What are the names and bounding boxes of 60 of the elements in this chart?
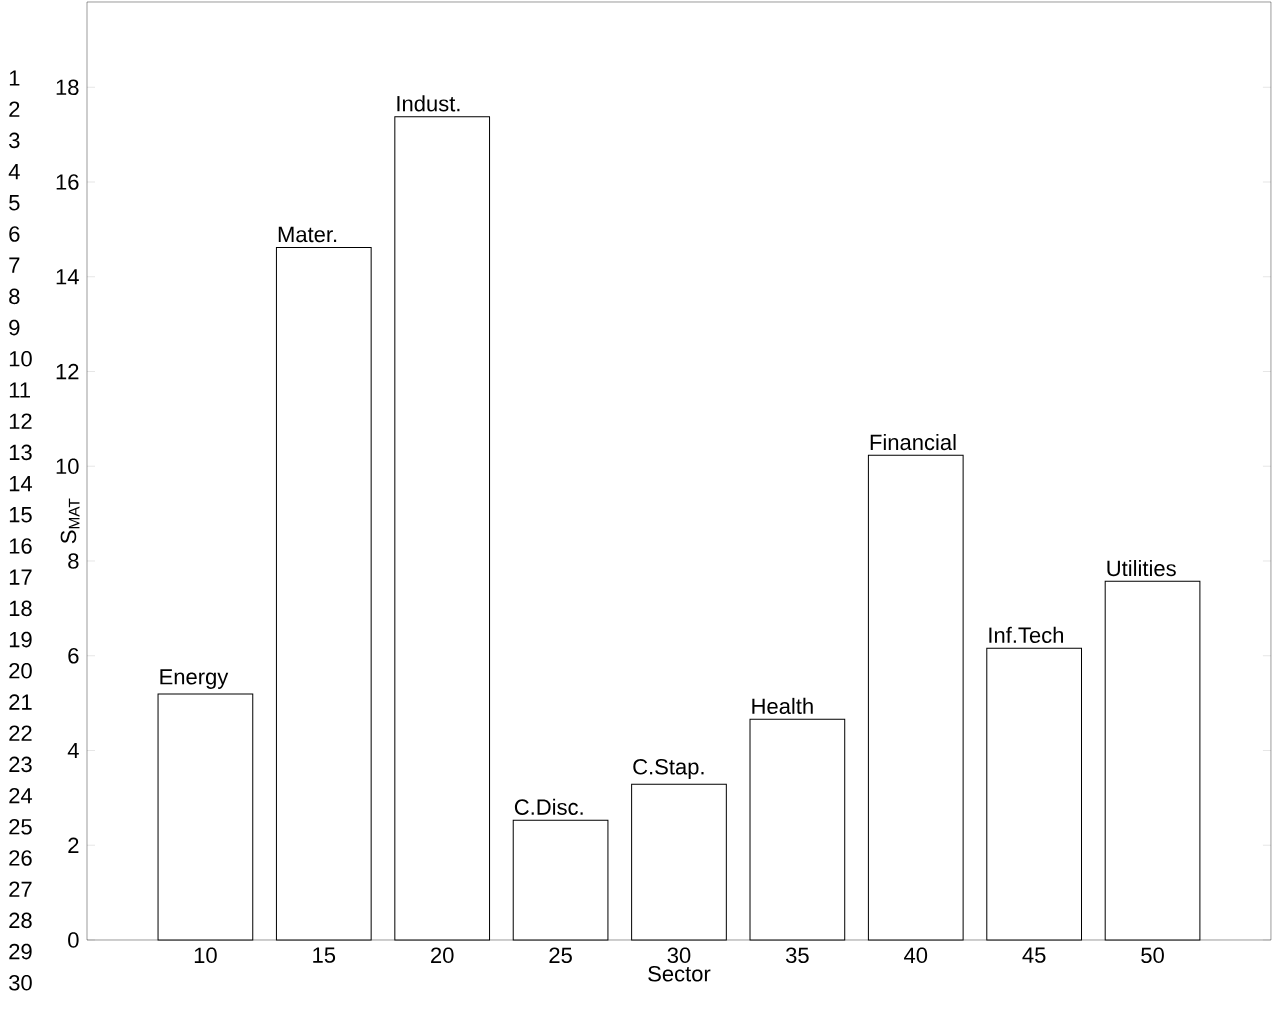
text: 13 [9, 444, 32, 461]
annotation: C.Stap. [633, 758, 704, 779]
text: 2 [9, 101, 20, 117]
y-tick-label: 8 [68, 553, 79, 569]
x-tick-label: 45 [1022, 947, 1046, 963]
text: 4 [8, 164, 20, 180]
text: 28 [9, 912, 32, 929]
x-tick-label: 50 [1141, 947, 1164, 964]
text: 9 [9, 319, 20, 336]
y-tick-label: 14 [56, 269, 79, 285]
text: 23 [9, 756, 32, 773]
text: 18 [9, 600, 32, 617]
x-tick-label: 30 [667, 947, 691, 964]
x-tick-label: 15 [313, 947, 336, 963]
annotation: Utilities [1107, 560, 1176, 577]
annotation: Financial [870, 433, 956, 451]
x-tick-label: 35 [785, 947, 809, 964]
x-tick-label: 10 [194, 947, 217, 964]
text: 14 [9, 476, 33, 492]
y-tick-label: 0 [68, 932, 79, 948]
text: 25 [9, 818, 32, 835]
text: 11 [9, 382, 30, 398]
text: 26 [9, 850, 32, 866]
text: 19 [9, 631, 32, 648]
x-axis-title: Sector [648, 965, 711, 982]
annotation: Energy [160, 669, 229, 689]
text: 21 [9, 694, 32, 710]
text: 10 [9, 350, 32, 367]
text: 1 [9, 70, 20, 86]
y-tick-label: 10 [56, 458, 79, 475]
x-tick-label: 20 [431, 947, 454, 964]
text: 22 [9, 725, 32, 741]
text: 3 [9, 132, 20, 149]
y-tick-label: 16 [56, 174, 79, 190]
text: 5 [9, 195, 20, 211]
text: 7 [9, 257, 20, 273]
annotation: Inf.Tech [989, 626, 1063, 643]
y-tick-label: 18 [56, 79, 79, 96]
y-tick-label: 12 [56, 363, 79, 380]
text: 24 [9, 787, 33, 804]
annotation: Indust. [397, 95, 460, 112]
text: 17 [9, 569, 32, 585]
annotation: Health [752, 697, 813, 715]
annotation: Mater. [278, 226, 337, 243]
text: 8 [9, 288, 20, 305]
text: 20 [9, 662, 32, 679]
y-tick-label: 4 [67, 742, 79, 759]
text: 29 [9, 943, 32, 960]
text: 12 [9, 413, 32, 429]
annotation: C.Disc. [514, 798, 583, 815]
text: 6 [9, 226, 20, 242]
x-tick-label: 25 [549, 947, 572, 964]
x-tick-label: 40 [904, 947, 928, 964]
text: 16 [9, 538, 32, 554]
text: 30 [9, 974, 32, 991]
y-tick-label: 2 [68, 837, 79, 853]
text: 15 [9, 507, 32, 523]
y-axis-title: S$_{MAT}$ [60, 498, 80, 544]
text: 27 [9, 881, 32, 897]
y-tick-label: 6 [68, 647, 79, 664]
